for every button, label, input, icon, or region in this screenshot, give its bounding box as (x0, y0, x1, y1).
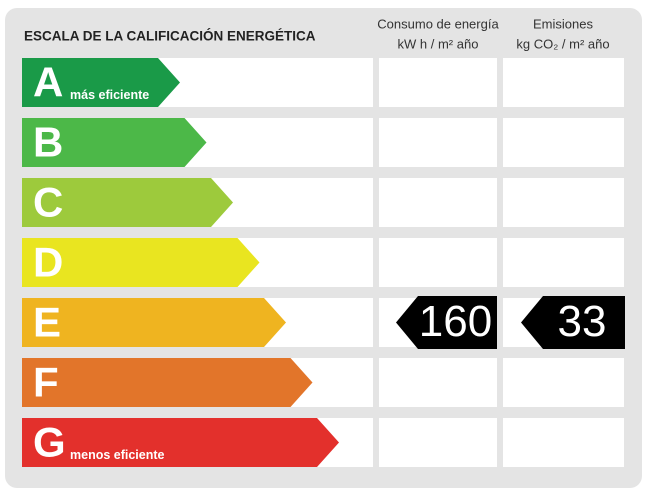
rating-note: menos eficiente (70, 448, 165, 462)
column-header: Consumo de energía (377, 16, 499, 31)
rating-letter: G (33, 419, 66, 466)
value-text: 160 (419, 297, 492, 346)
energy-cell (379, 118, 497, 167)
value-text: 33 (558, 297, 607, 346)
rating-letter: D (33, 239, 63, 286)
emissions-cell (503, 118, 624, 167)
column-unit: kW h / m² año (398, 36, 479, 51)
value-marker (521, 296, 625, 349)
rating-arrow (22, 178, 233, 227)
rating-arrow (22, 298, 286, 347)
rating-letter: C (33, 179, 63, 226)
rating-arrow (22, 58, 180, 107)
rating-letter: E (33, 299, 61, 346)
energy-cell (379, 358, 497, 407)
title: ESCALA DE LA CALIFICACIÓN ENERGÉTICA (24, 29, 316, 44)
column-unit: kg CO₂ / m² año (516, 36, 609, 51)
energy-cell (379, 58, 497, 107)
rating-letter: A (33, 59, 63, 106)
rating-letter: B (33, 119, 63, 166)
column-header: Emisiones (533, 16, 593, 31)
energy-cell (379, 418, 497, 467)
rating-arrow (22, 358, 313, 407)
energy-cell (379, 238, 497, 287)
emissions-cell (503, 238, 624, 287)
rating-note: más eficiente (70, 88, 149, 102)
rating-letter: F (33, 359, 59, 406)
rating-arrow (22, 118, 207, 167)
rating-arrow (22, 418, 339, 467)
emissions-cell (503, 418, 624, 467)
emissions-cell (503, 58, 624, 107)
emissions-cell (503, 358, 624, 407)
rating-arrow (22, 238, 260, 287)
value-marker (396, 296, 497, 349)
energy-cell (379, 178, 497, 227)
emissions-cell (503, 178, 624, 227)
